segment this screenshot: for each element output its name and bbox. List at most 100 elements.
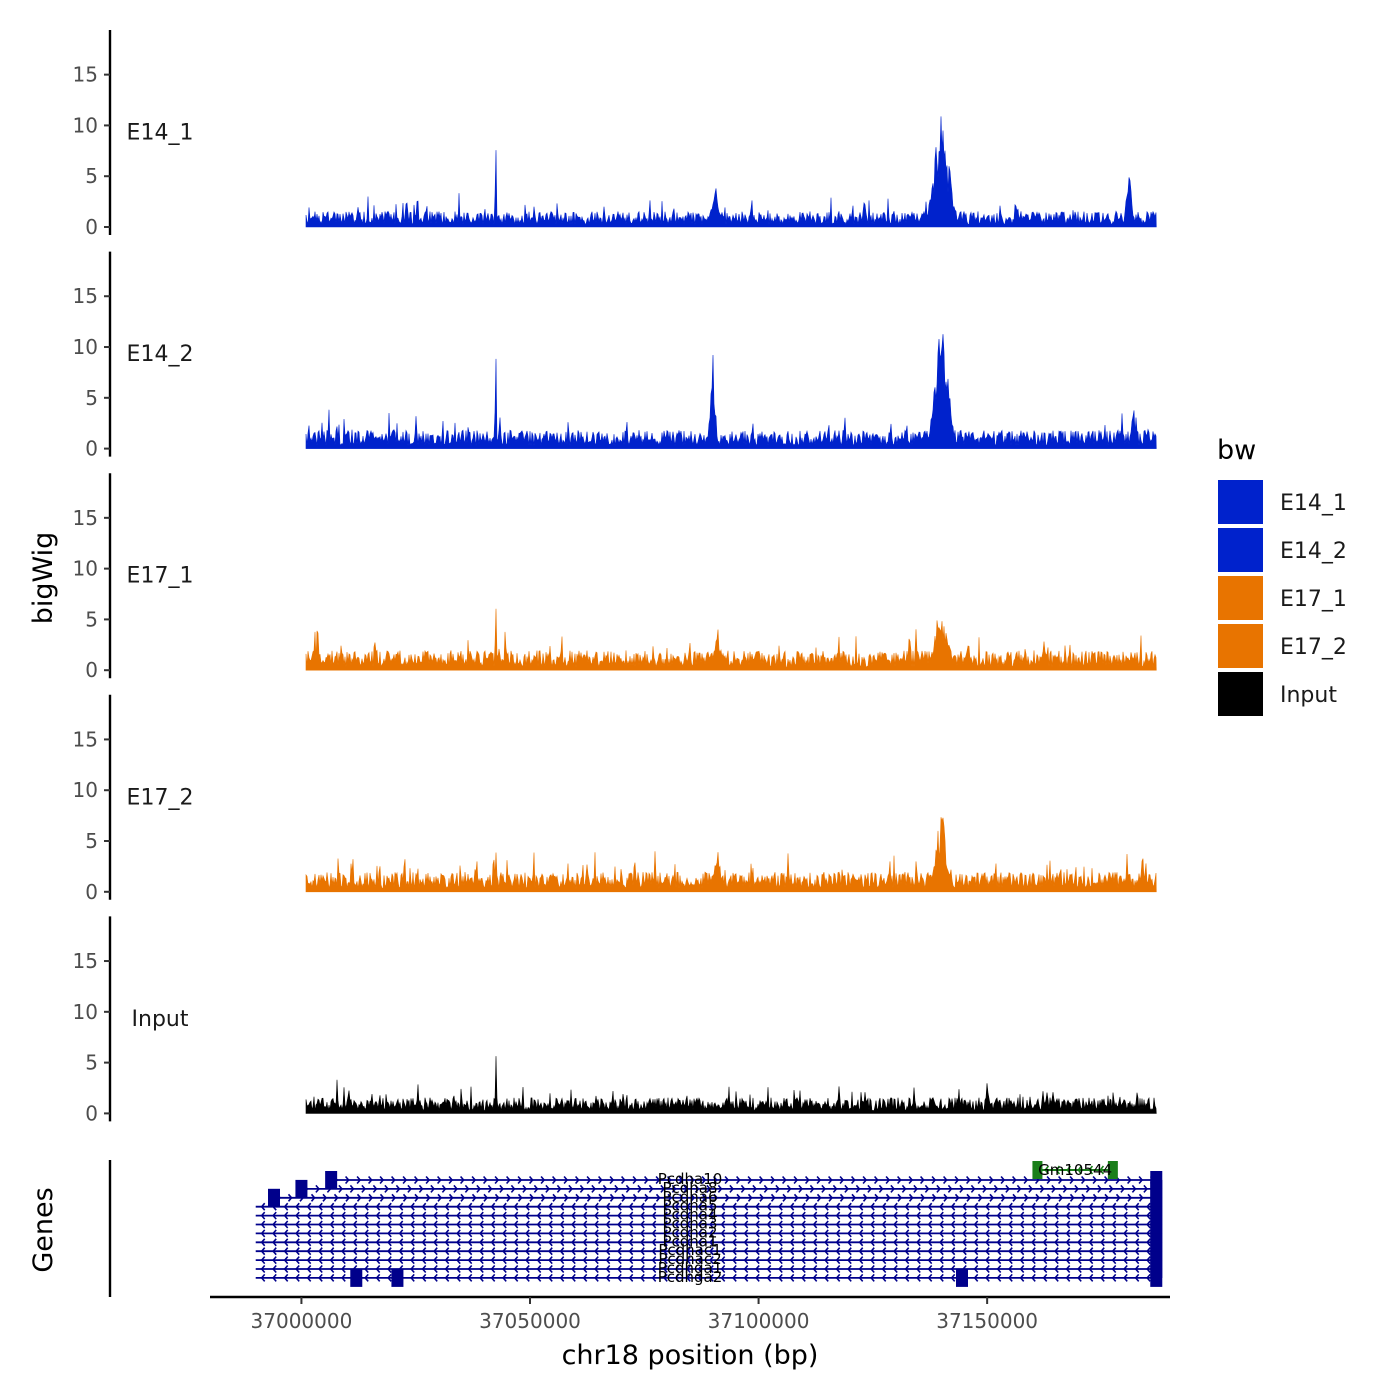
signal-area [305,608,1157,671]
gene-label: Pcdhga2 [658,1268,723,1286]
track-label: E14_2 [127,342,194,367]
track-label: E17_1 [127,564,194,589]
gene-label: Pcdhac1 [658,1241,721,1259]
gene-label: Pcdha10 [658,1170,723,1188]
y-tick-label: 10 [73,557,98,581]
legend-label: E17_1 [1280,587,1347,612]
y-tick-label: 5 [85,607,98,631]
signal-area [305,817,1157,893]
y-tick-label: 15 [73,727,98,751]
y-tick-label: 0 [85,880,98,904]
exon-block [350,1268,363,1287]
x-tick-label: 37100000 [708,1309,810,1333]
exon-block [1032,1161,1043,1179]
y-tick-label: 15 [73,284,98,308]
y-tick-label: 10 [73,113,98,137]
x-axis-title: chr18 position (bp) [562,1340,819,1371]
gene-annotation-track: Pcdha10Pcdha8Pcdha6Pcdha5Pcdha4Pcdha3Pcd… [108,1160,1163,1297]
track-e17-2: 0 5 10 15 E17_2 [73,694,1157,904]
gene-row [255,1242,1163,1261]
y-tick-label: 0 [85,658,98,682]
legend: E14_1 E14_2 E17_1 E17_2 Input [1218,480,1347,716]
legend-swatch [1218,624,1263,668]
track-e14-2: 0 5 10 15 E14_2 [73,251,1157,461]
y-tick-label: 15 [73,506,98,530]
strand-chevrons [260,1238,1151,1247]
gene-label: Pcdhac2 [658,1250,721,1268]
track-e14-1: 0 5 10 15 E14_1 [73,30,1157,239]
legend-entry: E17_1 [1218,576,1347,620]
legend-label: E17_2 [1280,635,1347,660]
y-tick-label: 10 [73,1000,98,1024]
strand-chevrons [260,1247,1151,1256]
gene-label: Pcdha1 [662,1232,717,1250]
legend-swatch [1218,480,1263,524]
gene-gm10544: Gm10544 [1032,1161,1118,1179]
track-e17-1: 0 5 10 15 E17_1 [73,473,1157,682]
gene-label: Pcdha2 [662,1223,717,1241]
x-tick-label: 37150000 [936,1309,1038,1333]
strand-chevrons [260,1220,1151,1229]
strand-chevrons [260,1211,1151,1220]
exon-block [391,1268,404,1287]
legend-entry: E17_2 [1218,624,1347,668]
exon-block [1150,1268,1163,1287]
track-input: 0 5 10 15 Input [73,916,1157,1125]
y-tick-label: 5 [85,164,98,188]
y-tick-label: 0 [85,437,98,461]
x-axis: 37000000 37050000 37100000 37150000 [210,1295,1170,1333]
exon-block [295,1179,308,1198]
gene-row [268,1188,1163,1207]
x-tick-label: 37050000 [479,1309,581,1333]
exon-block [956,1268,968,1287]
legend-entry: Input [1218,672,1337,716]
signal-area [305,116,1157,228]
legend-label: E14_1 [1280,491,1347,516]
x-tick-label: 37000000 [251,1309,353,1333]
strand-chevrons [260,1256,1151,1265]
gene-label: Pcdhga1 [658,1259,723,1277]
legend-label: E14_2 [1280,539,1347,564]
exon-block [1107,1161,1118,1179]
strand-chevrons [260,1229,1151,1238]
y-tick-label: 0 [85,1101,98,1125]
legend-swatch [1218,672,1263,716]
legend-title: bw [1217,435,1256,466]
gene-label: Pcdha8 [662,1179,717,1197]
genes-track-title: Genes [28,1187,59,1272]
y-tick-label: 10 [73,778,98,802]
gene-label: Pcdha5 [662,1197,717,1215]
signal-area [305,334,1157,449]
gene-row [325,1171,1163,1189]
y-tick-label: 15 [73,949,98,973]
exon-block [325,1171,338,1189]
strand-chevrons [260,1202,1151,1211]
track-label: E17_2 [127,785,194,810]
y-tick-label: 15 [73,63,98,87]
y-axis-title: bigWig [28,532,59,625]
y-tick-label: 5 [85,1051,98,1075]
gene-row [255,1268,1163,1287]
signal-area [305,1056,1157,1114]
legend-entry: E14_1 [1218,480,1347,524]
track-label: Input [132,1007,189,1032]
legend-label: Input [1280,683,1337,708]
gene-label: Pcdha6 [662,1188,717,1206]
gene-row [255,1233,1163,1252]
gene-row [255,1206,1163,1225]
y-tick-label: 5 [85,386,98,410]
y-tick-label: 10 [73,335,98,359]
y-tick-label: 0 [85,215,98,239]
y-tick-label: 5 [85,829,98,853]
exon-block [268,1188,280,1207]
legend-entry: E14_2 [1218,528,1347,572]
gene-label: Pcdha3 [662,1215,717,1233]
legend-swatch [1218,528,1263,572]
track-label: E14_1 [127,121,194,146]
gene-label: Pcdha4 [662,1206,717,1224]
bigwig-tracks: 0 5 10 15 E14_1 0 5 10 15 E14_2 0 5 10 15 E17_1 0 5 10 15 E… [73,30,1157,1125]
gene-row [295,1179,1163,1198]
gene-label-gm10544: Gm10544 [1038,1161,1112,1179]
strand-chevrons [1044,1165,1105,1175]
